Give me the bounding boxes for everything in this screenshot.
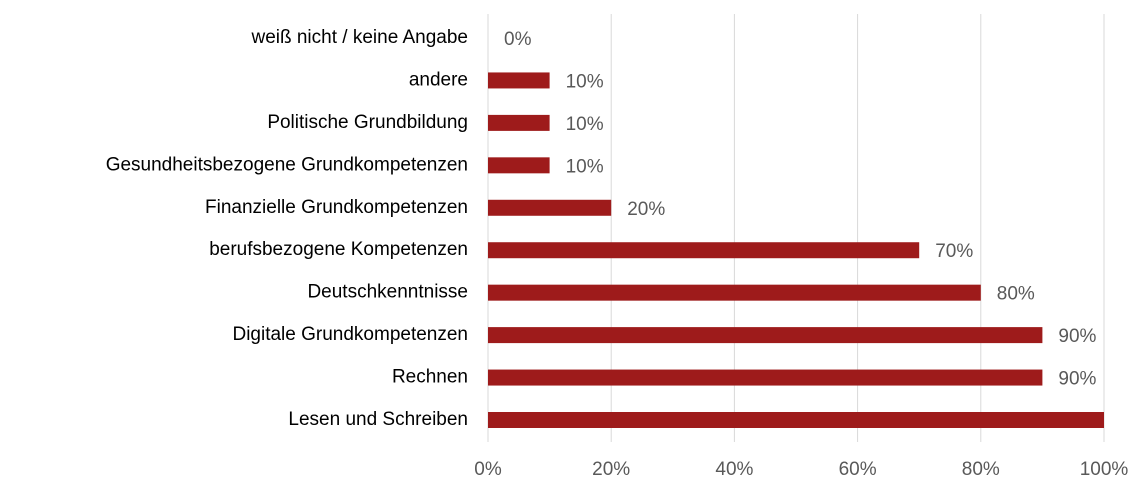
category-label: Lesen und Schreiben: [288, 409, 468, 430]
category-label: Gesundheitsbezogene Grundkompetenzen: [106, 154, 468, 175]
data-label: 10%: [566, 71, 604, 92]
x-tick-label: 40%: [715, 459, 753, 480]
bar: [488, 199, 612, 216]
bar: [488, 72, 550, 89]
x-tick-label: 20%: [592, 459, 630, 480]
bar: [488, 157, 550, 174]
category-label: berufsbezogene Kompetenzen: [209, 239, 468, 260]
category-label: Finanzielle Grundkompetenzen: [205, 197, 468, 218]
x-tick-label: 80%: [962, 459, 1000, 480]
bar: [488, 412, 1104, 428]
bar: [488, 284, 981, 301]
bar: [488, 327, 1043, 344]
data-label: 20%: [627, 199, 665, 220]
category-label: andere: [409, 69, 468, 90]
data-label: 90%: [1058, 326, 1096, 347]
bar: [488, 369, 1043, 386]
category-label: Digitale Grundkompetenzen: [232, 324, 468, 345]
data-label: 10%: [566, 156, 604, 177]
category-label: weiß nicht / keine Angabe: [250, 27, 468, 48]
category-label: Rechnen: [392, 367, 468, 388]
category-label: Deutschkenntnisse: [307, 282, 468, 303]
data-label: 70%: [935, 241, 973, 262]
data-label: 10%: [566, 114, 604, 135]
bar: [488, 114, 550, 131]
x-tick-label: 0%: [474, 459, 502, 480]
x-tick-label: 60%: [839, 459, 877, 480]
category-label: Politische Grundbildung: [267, 112, 468, 133]
data-label: 0%: [504, 29, 532, 50]
data-label: 80%: [997, 284, 1035, 305]
data-label: 90%: [1058, 369, 1096, 390]
bar: [488, 242, 920, 259]
x-tick-label: 100%: [1080, 459, 1129, 480]
